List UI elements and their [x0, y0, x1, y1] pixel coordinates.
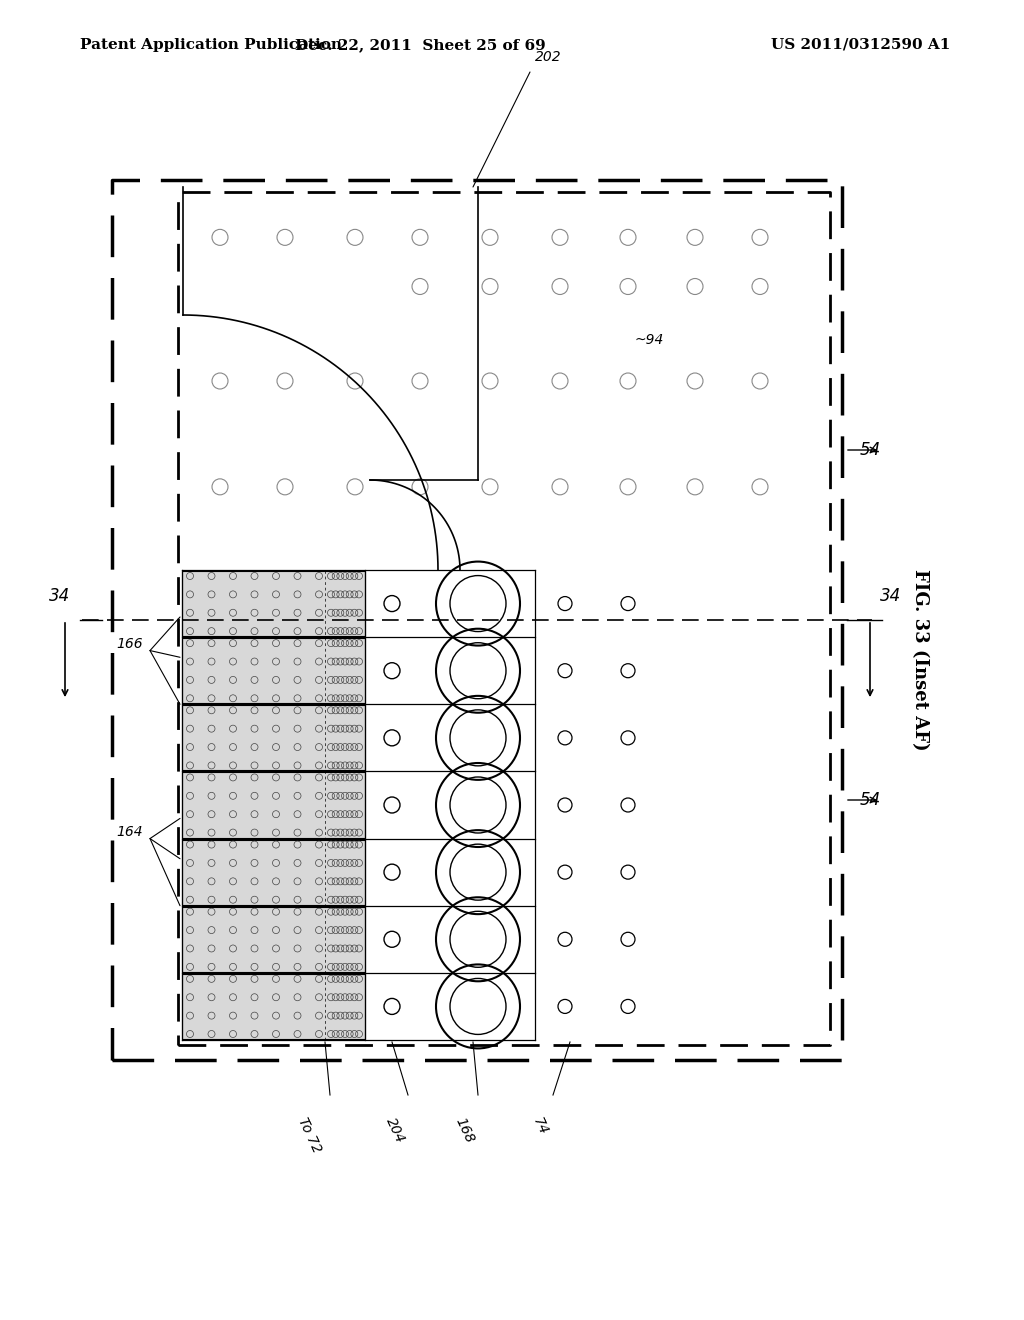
Text: 34: 34	[49, 587, 71, 605]
Bar	[182, 572, 365, 636]
Text: Patent Application Publication: Patent Application Publication	[80, 38, 342, 51]
Text: FIG. 33 (Inset AF): FIG. 33 (Inset AF)	[911, 569, 929, 751]
Text: 74: 74	[529, 1115, 550, 1137]
Text: 168: 168	[453, 1115, 477, 1144]
Text: 54: 54	[860, 441, 882, 459]
Bar	[182, 705, 365, 771]
Text: 166: 166	[117, 636, 143, 651]
Bar	[182, 974, 365, 1039]
Text: US 2011/0312590 A1: US 2011/0312590 A1	[771, 38, 950, 51]
Text: 204: 204	[383, 1115, 407, 1144]
Bar	[182, 772, 365, 838]
Bar	[182, 907, 365, 972]
Text: 34: 34	[880, 587, 901, 605]
Bar	[182, 840, 365, 904]
Text: Dec. 22, 2011  Sheet 25 of 69: Dec. 22, 2011 Sheet 25 of 69	[295, 38, 546, 51]
Text: To 72: To 72	[296, 1115, 325, 1155]
Bar	[182, 638, 365, 704]
Text: 164: 164	[117, 825, 143, 838]
Text: 202: 202	[535, 50, 561, 63]
Text: ~94: ~94	[635, 333, 665, 347]
Text: 54: 54	[860, 791, 882, 809]
